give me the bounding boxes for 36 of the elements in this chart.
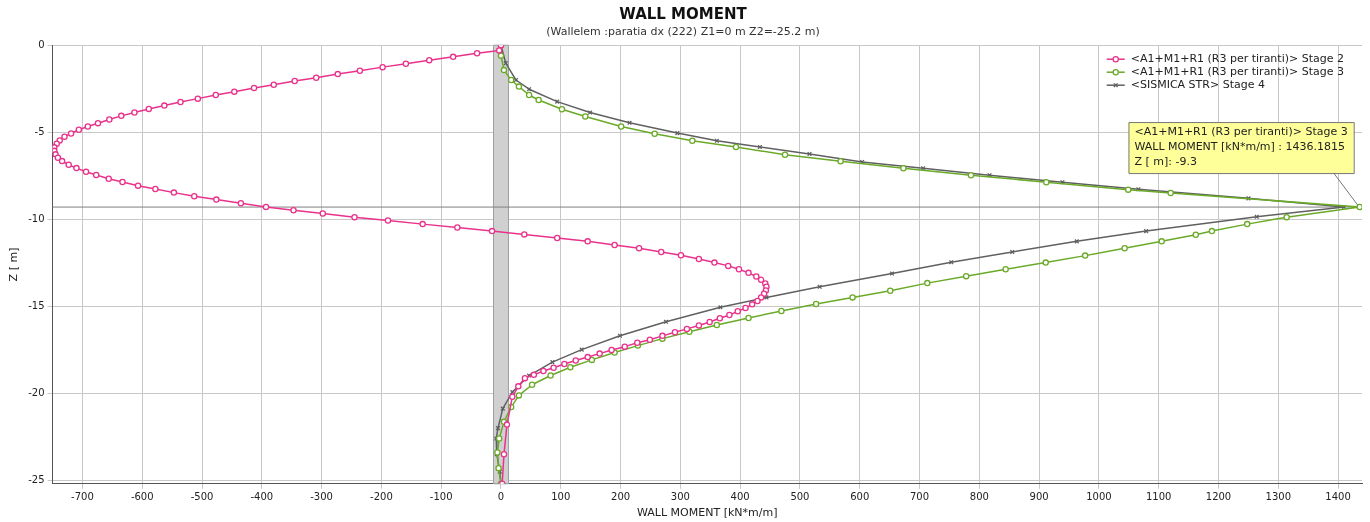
y-tick-label: -10 [28, 212, 45, 224]
chart-subtitle: (Wallelem :paratia dx (222) Z1=0 m Z2=-25.2 m) [546, 25, 820, 39]
x-tick-label: 100 [551, 491, 571, 503]
x-tick-label: 600 [850, 491, 870, 503]
x-tick-label: 200 [611, 491, 631, 503]
y-axis-title: Z [ m] [7, 247, 21, 282]
x-tick-label: 700 [909, 491, 930, 503]
x-tick-label: 0 [497, 491, 505, 503]
x-tick-label: -100 [429, 491, 453, 503]
annotation: <A1+M1+R1 (R3 per tiranti)> Stage 3 WALL MOMENT [kN*m/m] : 1436.1815 Z [ m]: -9.3 [1134, 125, 1348, 169]
legend-label: <SISMICA STR> Stage 4 [1130, 78, 1265, 92]
y-tick-label: -5 [34, 125, 45, 137]
x-tick-label: -400 [250, 491, 274, 503]
legend-label: <A1+M1+R1 (R3 per tiranti)> Stage 3 [1130, 65, 1345, 79]
x-tick-label: -700 [71, 491, 94, 503]
x-tick-label: -500 [190, 491, 214, 503]
y-tick-label: 0 [38, 38, 45, 50]
y-tick-label: -15 [28, 299, 45, 311]
x-tick-label: 500 [790, 491, 810, 503]
x-tick-label: 300 [670, 491, 690, 503]
y-tick-label: -20 [28, 386, 45, 398]
x-tick-label: 1300 [1265, 491, 1292, 503]
x-axis-title: WALL MOMENT [kN*m/m] [637, 506, 778, 520]
x-tick-label: 800 [969, 491, 989, 503]
y-tick-label: -25 [28, 473, 45, 485]
x-tick-label: 1200 [1205, 491, 1232, 503]
x-tick-label: 1000 [1086, 491, 1112, 503]
x-tick-label: 1100 [1145, 491, 1172, 503]
legend-label: <A1+M1+R1 (R3 per tiranti)> Stage 2 [1130, 52, 1345, 66]
x-tick-label: 1400 [1325, 491, 1351, 503]
x-tick-label: -600 [130, 491, 154, 503]
x-tick-label: -200 [370, 491, 393, 503]
x-tick-label: 400 [730, 491, 750, 503]
x-tick-label: 900 [1029, 491, 1049, 503]
chart-title: WALL MOMENT [619, 4, 748, 23]
x-tick-label: -300 [310, 491, 333, 503]
